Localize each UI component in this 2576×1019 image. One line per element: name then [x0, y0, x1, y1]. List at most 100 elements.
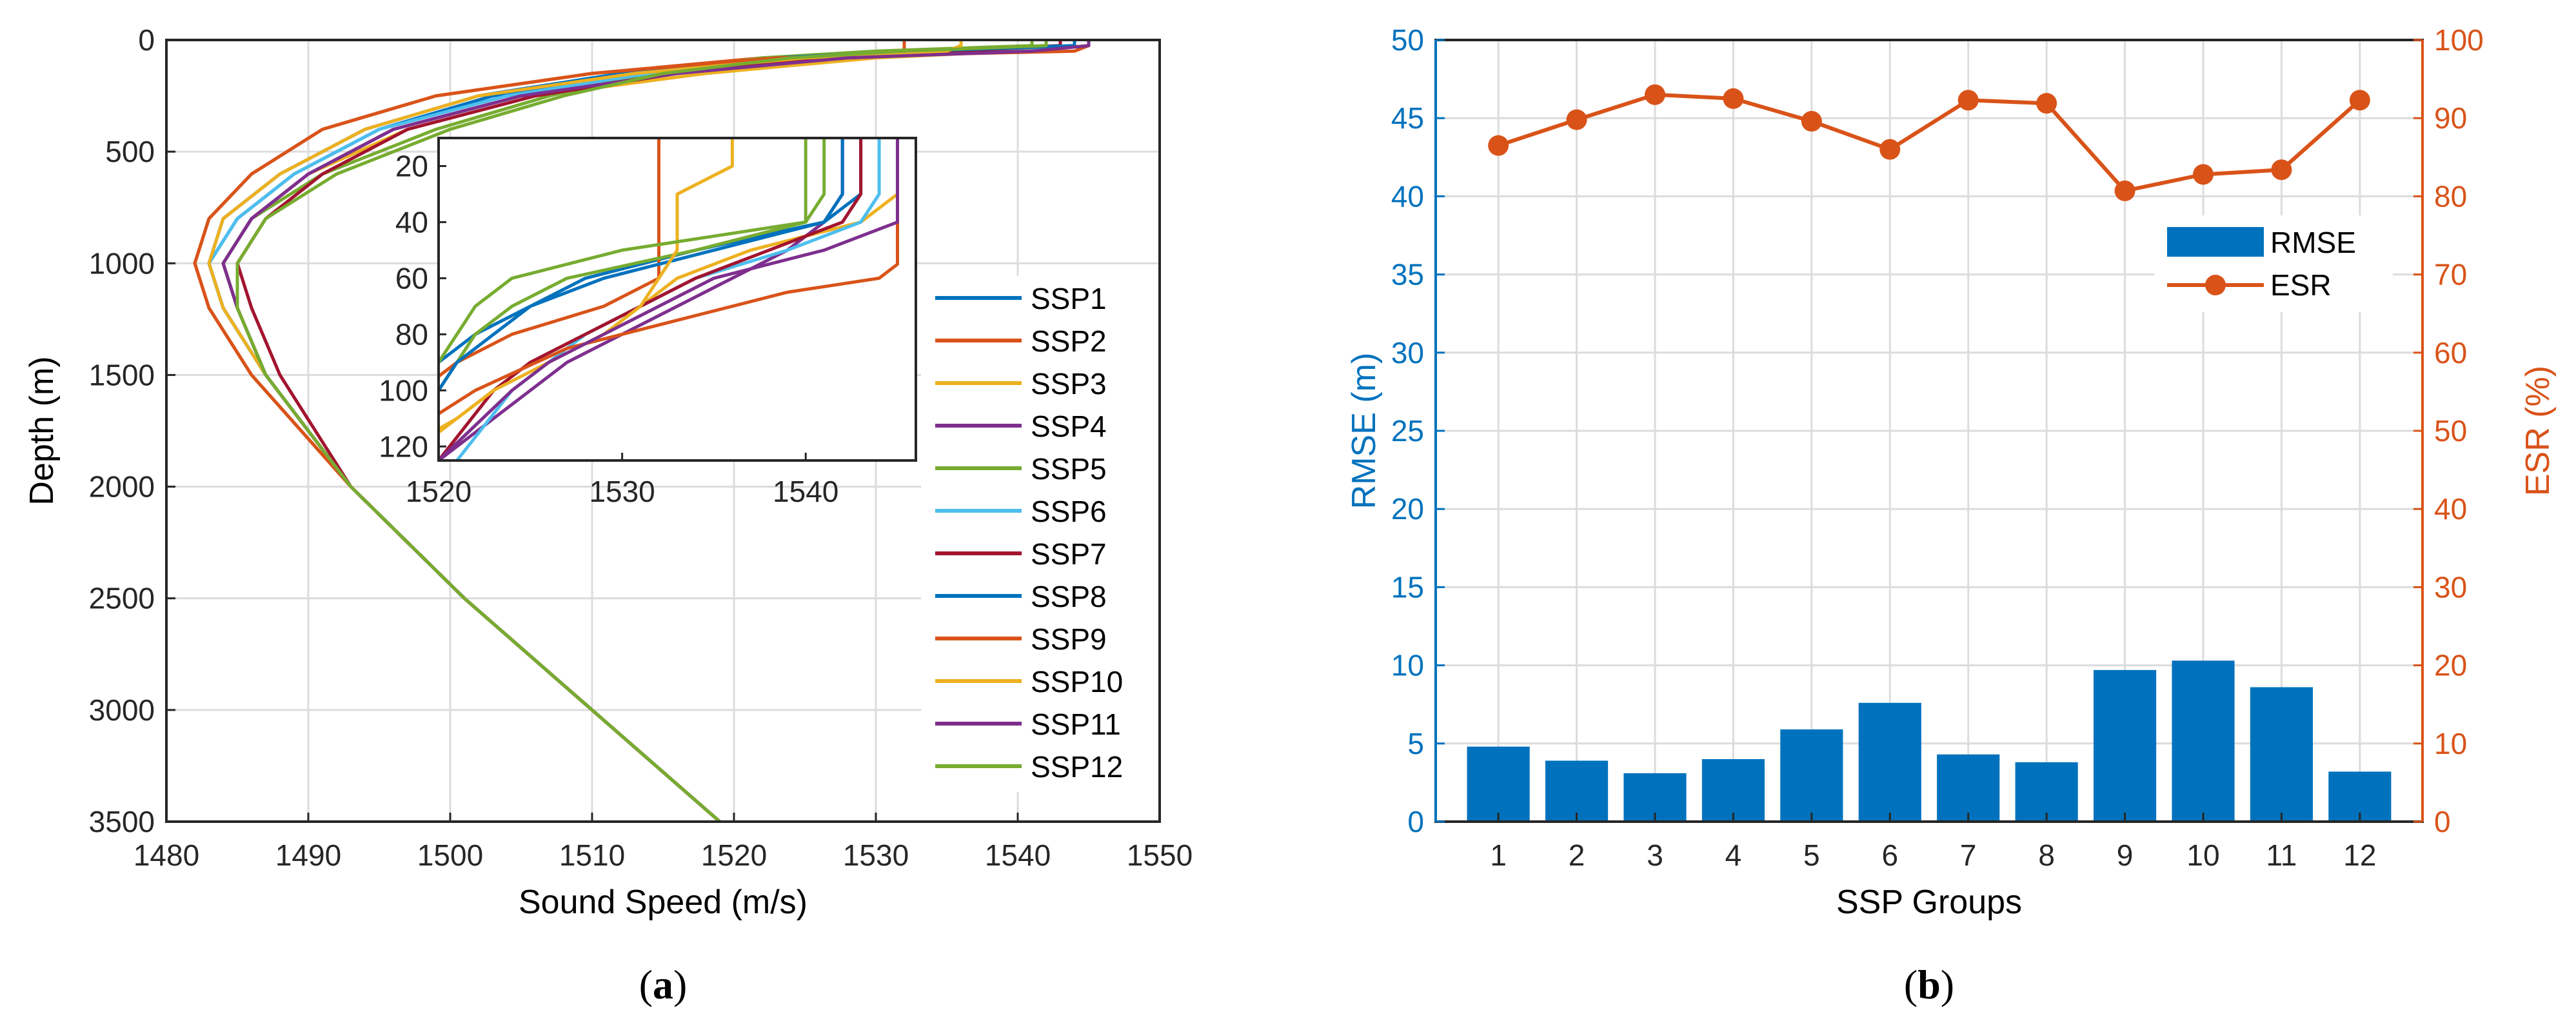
inset-y-tick-label: 20 — [395, 149, 428, 183]
rmse-bar — [2250, 687, 2313, 822]
esr-point — [1645, 84, 1665, 105]
rmse-bar — [2015, 762, 2078, 822]
legend-label-ssp1: SSP1 — [1031, 282, 1107, 315]
rmse-bar — [2172, 660, 2235, 822]
x-tick-label: 1510 — [559, 838, 625, 872]
legend-background — [921, 276, 1158, 792]
inset-series-line-ssp1 — [439, 138, 863, 364]
legend-label-ssp5: SSP5 — [1031, 452, 1107, 486]
x-tick-label: 6 — [1881, 838, 1898, 872]
legend-label-esr: ESR — [2270, 268, 2332, 302]
legend-marker-esr — [2205, 275, 2226, 295]
x-tick-label: 8 — [2038, 838, 2055, 872]
esr-point — [1723, 88, 1744, 109]
legend-swatch-rmse — [2167, 227, 2264, 257]
legend-label-ssp6: SSP6 — [1031, 495, 1107, 528]
esr-point — [2114, 180, 2135, 201]
legend-label-ssp11: SSP11 — [1031, 707, 1121, 741]
esr-point — [2036, 93, 2057, 114]
y-right-tick-label: 90 — [2434, 101, 2467, 135]
panel-b-xlabel: SSP Groups — [1836, 884, 2022, 921]
x-tick-label: 1530 — [843, 838, 909, 872]
inset-x-tick-label: 1520 — [406, 475, 471, 508]
panel-b-ylabel-left: RMSE (m) — [1345, 353, 1383, 510]
inset-y-tick-label: 100 — [379, 373, 428, 407]
y-tick-label: 3500 — [89, 805, 155, 838]
esr-point — [1879, 139, 1901, 160]
panel-a-ylabel: Depth (m) — [23, 356, 61, 505]
inset-x-tick-label: 1530 — [589, 475, 655, 508]
y-right-tick-label: 70 — [2434, 258, 2467, 292]
x-tick-label: 1480 — [134, 838, 199, 872]
y-tick-label: 0 — [138, 23, 155, 57]
y-right-tick-label: 0 — [2434, 805, 2451, 838]
y-tick-label: 1000 — [89, 246, 155, 280]
panel-b-rmse-bars — [1467, 660, 2392, 822]
legend-label-ssp8: SSP8 — [1031, 580, 1107, 613]
legend-label-ssp2: SSP2 — [1031, 324, 1107, 358]
panel-a-sound-speed-profiles: 1480 1490 1500 1510 1520 1530 1540 1550 0 500 1000… — [23, 23, 1193, 1007]
inset-y-tick-label: 80 — [395, 317, 428, 351]
inset-axes-box — [437, 137, 917, 462]
y-left-tick-label: 50 — [1391, 23, 1424, 57]
inset-series-line-ssp11 — [439, 138, 899, 460]
inset-background — [439, 138, 916, 460]
panel-a-axes-box — [165, 39, 1161, 823]
esr-point — [2193, 164, 2214, 185]
esr-point — [2271, 159, 2292, 181]
inset-series-line-ssp10 — [439, 138, 734, 435]
panel-a-tick-labels: 1480 1490 1500 1510 1520 1530 1540 1550 0 500 1000… — [89, 23, 1193, 872]
panel-b-esr-line — [1488, 84, 2370, 201]
esr-line — [1498, 92, 2361, 193]
inset-y-tick-label: 60 — [395, 261, 428, 295]
x-tick-label: 12 — [2343, 838, 2376, 872]
x-tick-label: 1550 — [1127, 838, 1193, 872]
inset-y-tick-label: 40 — [395, 205, 428, 239]
rmse-bar — [1780, 729, 1843, 822]
rmse-bar — [1467, 746, 1530, 822]
legend-label-ssp9: SSP9 — [1031, 622, 1107, 656]
esr-point — [1566, 109, 1587, 130]
inset-series-line-ssp2 — [439, 138, 660, 379]
y-right-tick-label: 80 — [2434, 179, 2467, 213]
x-tick-label: 3 — [1647, 838, 1663, 872]
y-right-tick-label: 20 — [2434, 649, 2467, 682]
rmse-bar — [2094, 669, 2157, 822]
legend-label-ssp4: SSP4 — [1031, 410, 1107, 443]
x-tick-label: 1500 — [417, 838, 483, 872]
panel-a-series-lines — [193, 40, 1091, 823]
legend-label-ssp3: SSP3 — [1031, 367, 1107, 401]
y-tick-label: 1500 — [89, 358, 155, 391]
y-tick-label: 2000 — [89, 470, 155, 504]
inset-series-line-ssp12 — [439, 138, 826, 366]
x-tick-label: 5 — [1803, 838, 1820, 872]
legend-label-rmse: RMSE — [2270, 226, 2356, 259]
panel-a-label: (a) — [639, 962, 688, 1007]
inset-series-line-ssp8 — [439, 138, 844, 393]
x-tick-label: 7 — [1960, 838, 1977, 872]
series-line-ssp12 — [235, 40, 1048, 823]
y-left-tick-label: 35 — [1391, 258, 1424, 292]
panel-a-xlabel: Sound Speed (m/s) — [519, 884, 807, 921]
panel-b-rmse-esr: 1 2 3 4 5 6 7 8 9 10 11 120510152025303540455001020… — [1345, 23, 2557, 1007]
y-left-tick-label: 15 — [1391, 570, 1424, 604]
panel-b-legend: RMSE ESR — [2154, 215, 2393, 312]
inset-tick-labels: 1520 1530 1540 20 40 60 80 100 120 — [379, 149, 838, 508]
legend-label-ssp12: SSP12 — [1031, 750, 1123, 784]
y-right-tick-label: 60 — [2434, 336, 2467, 370]
esr-point — [1801, 111, 1822, 132]
y-tick-label: 500 — [105, 135, 155, 168]
inset-y-tick-label: 120 — [379, 430, 428, 463]
x-tick-label: 1490 — [275, 838, 341, 872]
x-tick-label: 10 — [2186, 838, 2219, 872]
y-left-tick-label: 5 — [1407, 727, 1424, 760]
y-tick-label: 3000 — [89, 693, 155, 727]
esr-point — [1488, 135, 1509, 156]
y-left-tick-label: 45 — [1391, 101, 1424, 135]
esr-point — [2349, 90, 2370, 111]
panel-b-ylabel-right: ESR (%) — [2519, 366, 2557, 496]
legend-label-ssp10: SSP10 — [1031, 665, 1123, 698]
y-left-tick-label: 20 — [1391, 492, 1424, 526]
x-tick-label: 1540 — [985, 838, 1051, 872]
